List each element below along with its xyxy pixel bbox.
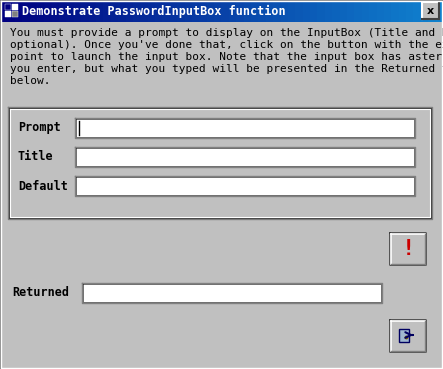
- Bar: [422, 2, 439, 19]
- Bar: [295, 0, 304, 22]
- Bar: [258, 0, 267, 22]
- Bar: [199, 0, 208, 22]
- Bar: [273, 0, 282, 22]
- Bar: [325, 0, 333, 22]
- Bar: [222, 0, 230, 22]
- Bar: [44, 0, 53, 22]
- Bar: [362, 0, 370, 22]
- Bar: [81, 0, 89, 22]
- Bar: [103, 0, 112, 22]
- Bar: [310, 0, 319, 22]
- Text: point to launch the input box. Note that the input box has asterisks for what: point to launch the input box. Note that…: [10, 52, 443, 62]
- Bar: [140, 0, 149, 22]
- Bar: [5, 4, 11, 10]
- Bar: [390, 233, 426, 265]
- Text: Default: Default: [18, 179, 68, 193]
- Bar: [185, 0, 193, 22]
- Bar: [37, 0, 45, 22]
- Bar: [332, 0, 341, 22]
- Bar: [280, 0, 289, 22]
- Bar: [177, 0, 186, 22]
- Bar: [12, 4, 18, 10]
- Bar: [0, 0, 8, 22]
- Bar: [399, 0, 407, 22]
- Bar: [236, 0, 245, 22]
- Bar: [354, 0, 363, 22]
- Bar: [163, 0, 171, 22]
- Bar: [111, 0, 119, 22]
- Bar: [75, 176, 415, 196]
- Bar: [75, 118, 415, 138]
- Bar: [421, 0, 429, 22]
- Bar: [303, 0, 311, 22]
- Bar: [30, 0, 38, 22]
- Bar: [8, 0, 16, 22]
- Bar: [266, 0, 274, 22]
- Bar: [435, 0, 443, 22]
- Bar: [384, 0, 392, 22]
- Bar: [66, 0, 75, 22]
- Bar: [340, 0, 348, 22]
- Bar: [74, 0, 82, 22]
- Bar: [399, 329, 409, 342]
- Bar: [318, 0, 326, 22]
- Text: Title: Title: [18, 151, 54, 163]
- Bar: [369, 0, 377, 22]
- Bar: [148, 0, 156, 22]
- Bar: [244, 0, 252, 22]
- Text: Returned: Returned: [12, 286, 69, 300]
- Bar: [89, 0, 97, 22]
- Bar: [229, 0, 237, 22]
- Text: Prompt: Prompt: [18, 121, 61, 134]
- Bar: [82, 283, 382, 303]
- Bar: [59, 0, 67, 22]
- Bar: [15, 0, 23, 22]
- Bar: [391, 0, 400, 22]
- Bar: [12, 11, 18, 17]
- Bar: [133, 0, 141, 22]
- Bar: [155, 0, 163, 22]
- Text: x: x: [427, 6, 434, 15]
- Bar: [288, 0, 296, 22]
- Bar: [428, 0, 437, 22]
- Text: optional). Once you've done that, click on the button with the exclamation: optional). Once you've done that, click …: [10, 40, 443, 50]
- Bar: [5, 11, 11, 17]
- Text: below.: below.: [10, 76, 51, 86]
- Bar: [347, 0, 355, 22]
- Bar: [170, 0, 178, 22]
- Bar: [214, 0, 222, 22]
- Bar: [52, 0, 60, 22]
- Bar: [406, 0, 415, 22]
- Bar: [207, 0, 215, 22]
- Bar: [118, 0, 127, 22]
- Text: You must provide a prompt to display on the InputBox (Title and Default are: You must provide a prompt to display on …: [10, 28, 443, 38]
- Bar: [251, 0, 260, 22]
- Bar: [413, 0, 422, 22]
- Bar: [377, 0, 385, 22]
- Bar: [125, 0, 134, 22]
- Text: Demonstrate PasswordInputBox function: Demonstrate PasswordInputBox function: [22, 4, 286, 18]
- Bar: [390, 320, 426, 352]
- Bar: [75, 147, 415, 167]
- Text: !: !: [401, 239, 415, 259]
- Bar: [96, 0, 105, 22]
- Bar: [192, 0, 200, 22]
- Text: you enter, but what you typed will be presented in the Returned text box: you enter, but what you typed will be pr…: [10, 64, 443, 74]
- Bar: [22, 0, 31, 22]
